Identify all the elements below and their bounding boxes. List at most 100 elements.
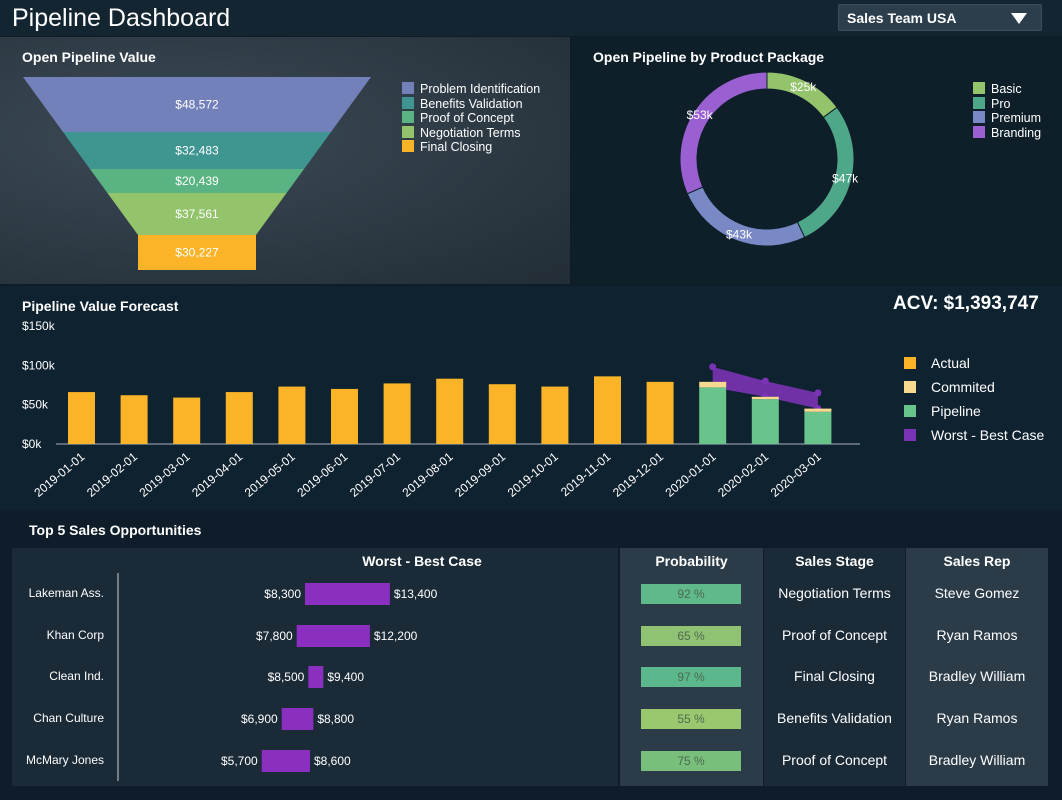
range-bar — [281, 708, 314, 730]
legend-swatch — [973, 125, 985, 138]
rep-header: Sales Rep — [943, 553, 1011, 569]
legend-swatch — [402, 96, 414, 109]
funnel-value-label: $30,227 — [175, 246, 219, 260]
x-tick-label: 2019-03-01 — [137, 449, 193, 499]
funnel-legend-item[interactable]: Proof of Concept — [402, 111, 514, 125]
actual-bar — [278, 386, 306, 444]
donut-legend-item[interactable]: Pro — [973, 96, 1011, 111]
legend-label: Pro — [991, 96, 1011, 111]
actual-bar — [173, 397, 201, 444]
legend-swatch — [402, 125, 414, 138]
best-case-label: $9,400 — [327, 670, 364, 684]
legend-swatch — [904, 381, 916, 393]
funnel-panel: Open Pipeline Value $48,572 $32,483 $20,43… — [0, 37, 570, 284]
best-case-label: $8,600 — [314, 754, 351, 768]
funnel-value-label: $48,572 — [175, 98, 219, 112]
funnel-segment — [107, 193, 287, 235]
legend-label: Final Closing — [420, 140, 493, 154]
x-tick-label: 2019-06-01 — [294, 449, 350, 499]
sales-rep-cell: Bradley William — [928, 752, 1026, 768]
donut-legend-item[interactable]: Branding — [973, 125, 1042, 140]
opportunity-name: McMary Jones — [25, 753, 104, 767]
best-case-point — [761, 377, 769, 385]
funnel-legend-item[interactable]: Problem Identification — [402, 82, 540, 96]
legend-label: Branding — [991, 125, 1042, 140]
legend-swatch — [973, 96, 985, 109]
opportunity-name: Lakeman Ass. — [28, 586, 104, 600]
actual-bar — [383, 383, 411, 444]
forecast-legend-item[interactable]: Commited — [904, 379, 995, 395]
worst-case-label: $6,900 — [241, 712, 278, 726]
best-case-label: $8,800 — [317, 712, 354, 726]
team-select-value: Sales Team USA — [847, 10, 957, 26]
x-tick-label: 2019-08-01 — [400, 449, 456, 499]
funnel-value-label: $20,439 — [175, 174, 219, 188]
forecast-title: Pipeline Value Forecast — [22, 298, 179, 314]
forecast-legend-item[interactable]: Actual — [904, 355, 970, 371]
y-tick-label: $0k — [22, 437, 42, 451]
sales-stage-cell: Benefits Validation — [777, 710, 892, 726]
range-bar — [308, 666, 324, 688]
range-bar — [305, 583, 390, 605]
x-tick-label: 2020-01-01 — [663, 449, 719, 499]
actual-bar — [594, 376, 621, 444]
worst-case-label: $7,800 — [256, 629, 293, 643]
commited-bar — [699, 381, 727, 388]
legend-label: Premium — [991, 111, 1042, 125]
funnel-legend-item[interactable]: Negotiation Terms — [402, 125, 521, 140]
range-bar — [296, 625, 370, 647]
acv-value: ACV: $1,393,747 — [893, 293, 1039, 314]
x-tick-label: 2019-07-01 — [347, 449, 403, 499]
donut-slice — [679, 71, 768, 195]
forecast-legend-item[interactable]: Worst - Best Case — [904, 427, 1044, 443]
donut-slice-label: $47k — [832, 171, 859, 185]
legend-swatch — [973, 82, 985, 94]
legend-swatch — [402, 140, 414, 152]
funnel-legend-item[interactable]: Benefits Validation — [402, 96, 523, 111]
funnel-legend-item[interactable]: Final Closing — [402, 140, 492, 154]
range-bar — [261, 750, 310, 772]
donut-panel: Open Pipeline by Product Package $25k $47… — [572, 37, 1062, 284]
opportunity-name: Khan Corp — [46, 628, 104, 642]
legend-label: Proof of Concept — [420, 111, 514, 125]
worst-case-label: $5,700 — [221, 754, 258, 768]
best-case-point — [814, 389, 822, 397]
sales-rep-cell: Steve Gomez — [934, 585, 1020, 601]
legend-swatch — [904, 357, 916, 369]
legend-label: Problem Identification — [420, 82, 541, 96]
funnel-value-label: $32,483 — [175, 144, 219, 158]
legend-label: Benefits Validation — [420, 96, 523, 111]
opportunity-name: Chan Culture — [33, 711, 104, 725]
sales-rep-cell: Ryan Ramos — [936, 710, 1018, 726]
x-tick-label: 2019-02-01 — [84, 449, 140, 499]
rep-column — [906, 548, 1048, 786]
legend-swatch — [904, 405, 916, 417]
x-tick-label: 2019-01-01 — [31, 449, 87, 499]
header-bar: Pipeline Dashboard Sales Team USA — [0, 0, 1062, 36]
x-tick-label: 2019-05-01 — [242, 449, 298, 499]
forecast-legend-item[interactable]: Pipeline — [904, 403, 981, 419]
actual-bar — [331, 388, 358, 444]
funnel-segment — [63, 132, 331, 169]
legend-swatch — [904, 429, 916, 441]
legend-swatch — [973, 111, 985, 123]
best-case-point — [709, 363, 717, 371]
commited-bar — [804, 408, 832, 412]
legend-swatch — [402, 111, 414, 123]
range-header: Worst - Best Case — [362, 553, 482, 569]
x-tick-label: 2019-12-01 — [610, 449, 666, 499]
chevron-down-icon[interactable] — [1011, 13, 1027, 24]
actual-bar — [541, 386, 569, 444]
donut-legend-item[interactable]: Basic — [973, 82, 1022, 96]
team-select-dropdown[interactable]: Sales Team USA — [838, 4, 1042, 31]
probability-badge: 65 % — [641, 626, 741, 646]
sales-stage-cell: Final Closing — [794, 668, 875, 684]
donut-legend-item[interactable]: Premium — [973, 111, 1041, 125]
stage-header: Sales Stage — [795, 553, 874, 569]
y-tick-label: $100k — [22, 358, 56, 372]
donut-slice-label: $53k — [687, 108, 714, 122]
pipeline-bar — [804, 411, 832, 444]
range-bar-chart: $8,300 $13,400 $7,800 $12,200 $8,500 $9,400 $6… — [117, 573, 438, 781]
legend-label: Negotiation Terms — [420, 125, 521, 140]
x-tick-label: 2019-09-01 — [452, 449, 508, 499]
